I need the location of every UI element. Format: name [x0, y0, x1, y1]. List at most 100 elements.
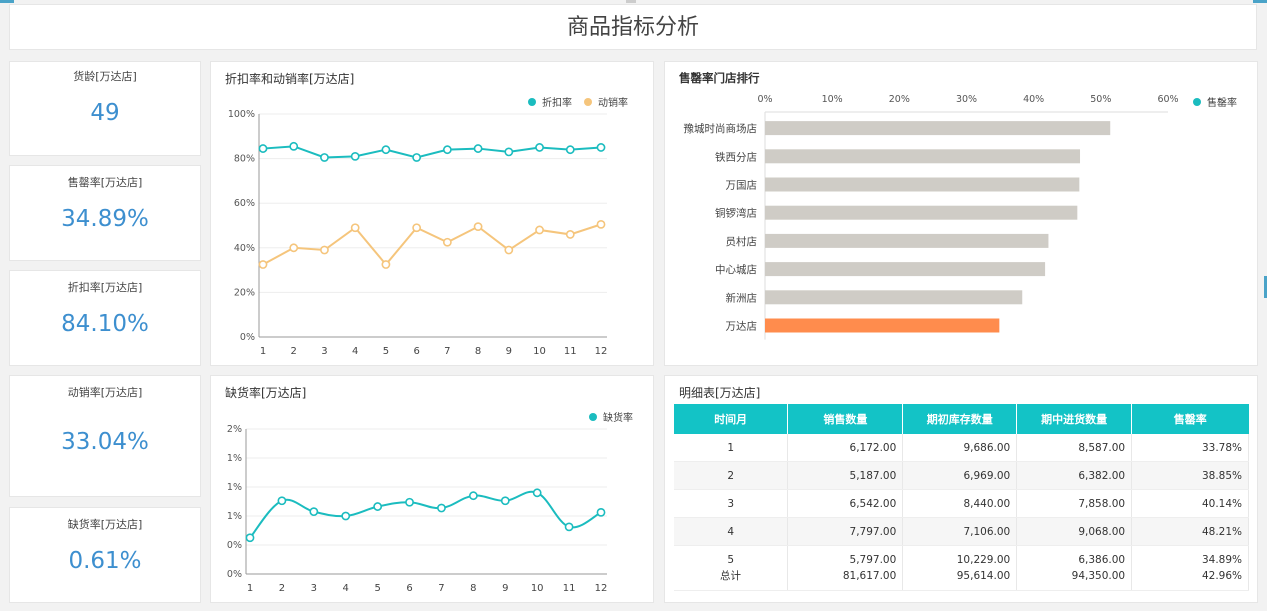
x-tick-label: 11	[564, 346, 577, 357]
table-cell: 8,587.00	[1016, 434, 1133, 462]
table-row: 4 7,797.00 7,106.00 9,068.00 48.21%	[674, 517, 1249, 546]
data-point	[468, 491, 478, 501]
legend-label[interactable]: 缺货率	[603, 413, 633, 424]
y-tick-label: 100%	[228, 109, 255, 120]
table-cell: 5,187.00	[787, 461, 904, 490]
y-tick-label: 0%	[227, 569, 242, 580]
category-label: 中心城店	[715, 263, 757, 276]
table-cell: 8,440.00	[902, 489, 1018, 518]
x-tick-label: 6	[406, 583, 412, 594]
x-tick-label: 30%	[956, 94, 977, 105]
table-cell: 10,229.00 95,614.00	[902, 545, 1018, 591]
data-point	[565, 230, 575, 239]
x-tick-label: 5	[383, 346, 389, 357]
data-point	[500, 496, 510, 506]
data-point	[373, 502, 383, 511]
data-point	[341, 511, 351, 521]
y-tick-label: 1%	[227, 482, 242, 493]
legend-label[interactable]: 售罄率	[1207, 98, 1237, 109]
total-value: 94,350.00	[1071, 570, 1126, 582]
data-point	[245, 533, 255, 543]
table-cell: 5,797.00 81,617.00	[787, 545, 904, 591]
data-point	[442, 145, 452, 155]
data-point	[535, 225, 544, 235]
bar	[765, 177, 1080, 192]
detail-table: 时间月 销售数量 期初库存数量 期中进货数量 售罄率 1 6,172.00 9,…	[674, 404, 1249, 591]
table-cell: 1	[674, 434, 789, 462]
x-tick-label: 7	[438, 583, 444, 594]
table-cell: 9,686.00	[902, 434, 1018, 462]
data-point	[504, 245, 514, 255]
x-tick-label: 20%	[889, 94, 910, 105]
table-cell: 2	[674, 461, 789, 490]
cell-value: 10,229.00	[956, 554, 1011, 566]
legend-label[interactable]: 折扣率	[542, 98, 572, 109]
line-chart-legend: 折扣率 动销率	[528, 94, 628, 109]
column-header[interactable]: 时间月	[674, 404, 789, 434]
table-cell: 4	[674, 517, 789, 546]
table-cell: 33.78%	[1131, 434, 1249, 462]
data-point	[437, 503, 446, 513]
kpi-title: 折扣率[万达店]	[67, 281, 143, 294]
page-title: 商品指标分析	[566, 15, 699, 40]
cell-value: 6,386.00	[1078, 554, 1126, 566]
panel-title: 折扣率和动销率[万达店]	[225, 72, 355, 86]
data-point	[350, 223, 360, 233]
legend-dot-icon	[1193, 97, 1201, 106]
x-tick-label: 60%	[1157, 94, 1178, 105]
bar	[765, 262, 1046, 277]
kpi-card-movement: 动销率[万达店] 33.04%	[9, 375, 201, 497]
panel-title: 缺货率[万达店]	[225, 386, 307, 400]
data-point	[596, 219, 606, 229]
table-cell: 6,542.00	[787, 489, 904, 518]
data-point	[381, 260, 391, 269]
column-header[interactable]: 销售数量	[787, 404, 904, 434]
cell-value: 5,797.00	[849, 554, 897, 566]
kpi-title: 售罄率[万达店]	[67, 176, 143, 189]
discount-movement-line-chart: 0%20%40%60%80%100%1 2 3 4 5 6 7 8 9 10 11 12	[228, 109, 608, 357]
table-cell: 7,106.00	[902, 517, 1018, 546]
table-cell: 40.14%	[1131, 489, 1249, 518]
column-header[interactable]: 期初库存数量	[902, 404, 1018, 434]
data-point	[473, 144, 483, 153]
legend-dot-icon	[584, 97, 592, 106]
header-bar: 商品指标分析	[9, 4, 1257, 50]
corner-mark-right	[1253, 0, 1267, 3]
data-point	[532, 488, 542, 498]
data-point	[320, 153, 329, 162]
data-point	[258, 144, 268, 153]
bar	[765, 205, 1078, 220]
table-cell: 6,969.00	[902, 461, 1018, 490]
data-point	[504, 147, 514, 157]
data-point	[320, 245, 329, 255]
data-point	[535, 143, 544, 152]
table-cell: 5 总计	[674, 545, 789, 591]
data-point	[258, 260, 268, 269]
kpi-card-stockout: 缺货率[万达店] 0.61%	[9, 507, 201, 603]
series-line	[249, 490, 602, 539]
y-tick-label: 0%	[240, 332, 255, 343]
table-header-row: 时间月 销售数量 期初库存数量 期中进货数量 售罄率	[674, 404, 1249, 434]
category-label: 豫城时尚商场店	[684, 122, 758, 135]
table-row: 3 6,542.00 8,440.00 7,858.00 40.14%	[674, 489, 1249, 518]
bar	[765, 318, 1000, 333]
x-tick-label: 1	[247, 583, 253, 594]
x-tick-label: 4	[343, 583, 349, 594]
y-tick-label: 80%	[234, 154, 255, 165]
legend-label[interactable]: 动销率	[598, 98, 628, 109]
legend-dot-icon	[528, 97, 536, 106]
table-cell: 48.21%	[1131, 517, 1249, 546]
table-cell: 34.89% 42.96%	[1131, 545, 1249, 591]
category-label: 万国店	[726, 179, 758, 192]
category-label: 万达店	[726, 320, 758, 333]
x-tick-label: 12	[595, 583, 608, 594]
column-header[interactable]: 期中进货数量	[1016, 404, 1133, 434]
kpi-card-sell-through: 售罄率[万达店] 34.89%	[9, 165, 201, 261]
table-cell: 7,797.00	[787, 517, 904, 546]
table-cell: 6,382.00	[1016, 461, 1133, 490]
y-tick-label: 1%	[227, 511, 242, 522]
bar	[765, 290, 1023, 305]
bar-chart-legend: 售罄率	[1193, 94, 1237, 109]
panel-title: 明细表[万达店]	[679, 386, 761, 400]
column-header[interactable]: 售罄率	[1131, 404, 1249, 434]
